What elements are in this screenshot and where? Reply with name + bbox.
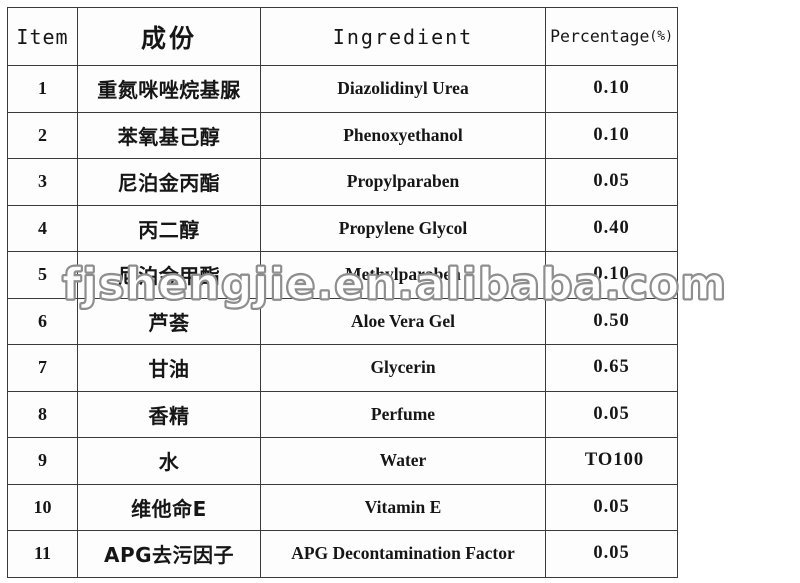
table-row: 5 尼泊金甲酯 Methylparaben 0.10 [7,251,678,299]
cell-chinese: 芦荟 [77,297,261,345]
cell-item: 9 [7,437,78,485]
cell-percentage: 0.05 [545,483,678,531]
cell-ingredient: Glycerin [260,344,546,392]
table-row: 8 香精 Perfume 0.05 [7,390,678,438]
cell-ingredient: APG Decontamination Factor [260,530,546,578]
cell-chinese: 水 [77,437,261,485]
cell-percentage: 0.65 [545,344,678,392]
cell-chinese: 甘油 [77,344,261,392]
cell-percentage: TO100 [545,437,678,485]
cell-percentage: 0.10 [545,111,678,159]
cell-ingredient: Phenoxyethanol [260,111,546,159]
column-header-ingredient: Ingredient [260,7,546,66]
cell-chinese: APG去污因子 [77,530,261,578]
table-header-row: Item 成份 Ingredient Percentage(%) [7,7,678,66]
cell-item: 10 [7,483,78,531]
cell-ingredient: Propylene Glycol [260,204,546,252]
cell-item: 7 [7,344,78,392]
cell-chinese: 尼泊金丙酯 [77,158,261,206]
ingredient-table: Item 成份 Ingredient Percentage(%) 1 重氮咪唑烷基… [7,7,678,578]
cell-ingredient: Propylparaben [260,158,546,206]
cell-item: 3 [7,158,78,206]
cell-chinese: 维他命E [77,483,261,531]
cell-percentage: 0.05 [545,158,678,206]
table-row: 4 丙二醇 Propylene Glycol 0.40 [7,204,678,252]
column-header-percentage: Percentage(%) [545,7,678,66]
cell-ingredient: Diazolidinyl Urea [260,65,546,113]
table-row: 6 芦荟 Aloe Vera Gel 0.50 [7,297,678,345]
cell-percentage: 0.40 [545,204,678,252]
cell-item: 1 [7,65,78,113]
cell-chinese: 香精 [77,390,261,438]
table-body: 1 重氮咪唑烷基脲 Diazolidinyl Urea 0.10 2 苯氧基己醇 Pheno… [7,65,678,578]
table-row: 10 维他命E Vitamin E 0.05 [7,483,678,531]
percent-symbol: (%) [649,29,673,44]
table-row: 7 甘油 Glycerin 0.65 [7,344,678,392]
cell-item: 8 [7,390,78,438]
cell-chinese: 重氮咪唑烷基脲 [77,65,261,113]
cell-chinese: 丙二醇 [77,204,261,252]
cell-ingredient: Perfume [260,390,546,438]
table-row: 9 水 Water TO100 [7,437,678,485]
column-header-percentage-label: Percentage [550,27,650,46]
column-header-chinese: 成份 [77,7,261,66]
cell-percentage: 0.05 [545,530,678,578]
cell-item: 2 [7,111,78,159]
cell-ingredient: Methylparaben [260,251,546,299]
table-row: 2 苯氧基己醇 Phenoxyethanol 0.10 [7,111,678,159]
table-row: 11 APG去污因子 APG Decontamination Factor 0.05 [7,530,678,578]
cell-chinese: 苯氧基己醇 [77,111,261,159]
cell-item: 5 [7,251,78,299]
cell-chinese: 尼泊金甲酯 [77,251,261,299]
cell-percentage: 0.10 [545,65,678,113]
table-row: 3 尼泊金丙酯 Propylparaben 0.05 [7,158,678,206]
column-header-item: Item [7,7,78,66]
cell-percentage: 0.05 [545,390,678,438]
table-row: 1 重氮咪唑烷基脲 Diazolidinyl Urea 0.10 [7,65,678,113]
cell-percentage: 0.10 [545,251,678,299]
table-header: Item 成份 Ingredient Percentage(%) [7,7,678,66]
cell-ingredient: Aloe Vera Gel [260,297,546,345]
cell-item: 6 [7,297,78,345]
cell-item: 4 [7,204,78,252]
cell-ingredient: Water [260,437,546,485]
cell-percentage: 0.50 [545,297,678,345]
cell-item: 11 [7,530,78,578]
cell-ingredient: Vitamin E [260,483,546,531]
